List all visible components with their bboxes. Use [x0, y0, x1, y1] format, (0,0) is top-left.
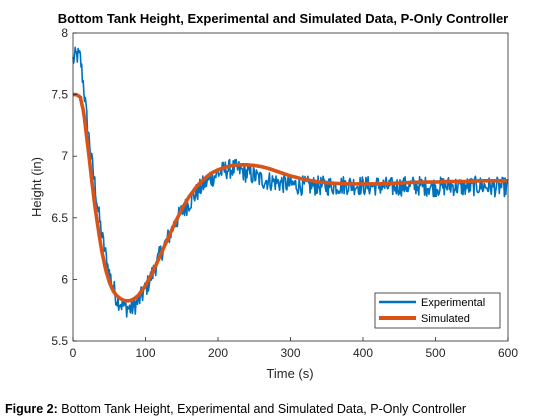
figure-caption: Figure 2: Bottom Tank Height, Experiment… — [5, 402, 560, 416]
tick-layer: 0 100 200 300 400 500 600 5.5 6 6.5 7 7.5 8 — [51, 26, 518, 360]
y-tick-label: 7.5 — [51, 88, 68, 102]
x-tick-label: 0 — [70, 346, 77, 360]
y-tick-label: 8 — [61, 26, 68, 40]
figure-caption-label: Figure 2: — [5, 402, 58, 416]
y-tick-label: 6 — [61, 272, 68, 286]
legend-label-experimental: Experimental — [421, 297, 485, 309]
x-tick-label: 500 — [425, 346, 445, 360]
legend-box — [374, 292, 501, 329]
x-tick-label: 100 — [135, 346, 155, 360]
y-tick-label: 7 — [61, 149, 68, 163]
legend-label-simulated: Simulated — [421, 313, 470, 325]
x-tick-label: 400 — [353, 346, 373, 360]
chart-figure: Bottom Tank Height, Experimental and Sim… — [29, 11, 518, 381]
series-line-simulated — [72, 92, 509, 303]
x-tick-label: 300 — [280, 346, 300, 360]
figure-caption-text: Bottom Tank Height, Experimental and Sim… — [57, 402, 467, 416]
x-tick-label: 200 — [208, 346, 228, 360]
y-tick-label: 5.5 — [51, 334, 68, 348]
chart-title: Bottom Tank Height, Experimental and Sim… — [58, 11, 509, 26]
series-layer — [72, 46, 509, 318]
legend: Experimental Simulated — [374, 292, 501, 329]
x-axis-label: Time (s) — [266, 366, 313, 381]
x-tick-label: 600 — [498, 346, 518, 360]
y-tick-label: 6.5 — [51, 211, 68, 225]
y-axis-label: Height (in) — [29, 157, 44, 217]
